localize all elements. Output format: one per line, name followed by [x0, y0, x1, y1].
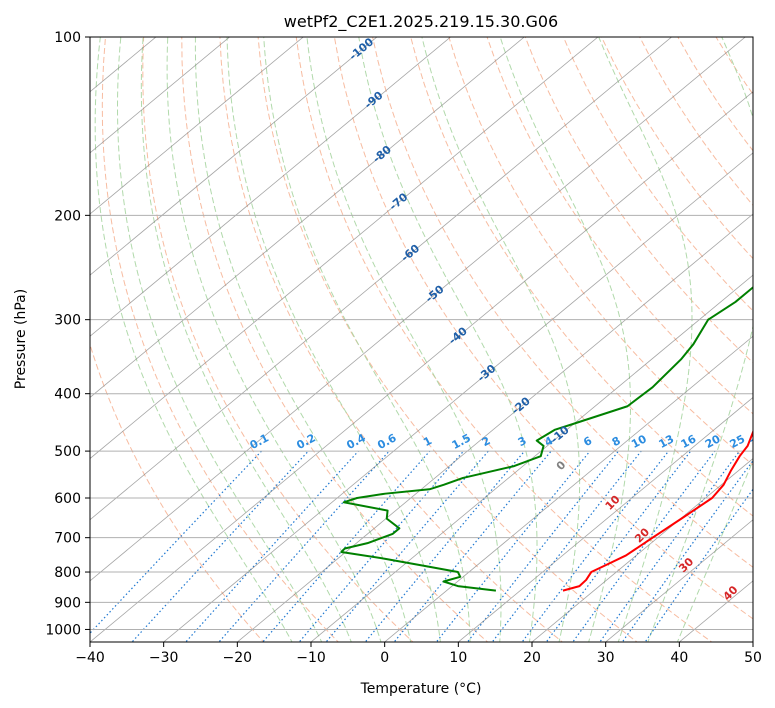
y-tick-label: 1000 [45, 622, 81, 638]
y-tick-label: 300 [54, 313, 81, 329]
x-tick-label: −20 [223, 650, 253, 666]
mixing-ratio-label: 25 [728, 432, 748, 451]
y-tick-label: 100 [54, 30, 81, 46]
isotherm-line [457, 396, 753, 642]
mixing-ratio-line [218, 450, 390, 642]
dry-adiabat-line [448, 37, 753, 466]
x-tick-label: 20 [523, 650, 541, 666]
moist-adiabat-line [306, 37, 502, 642]
x-axis: −40 −30 −20 −10 0 10 20 30 40 50 [75, 642, 762, 666]
isotherms [90, 37, 753, 642]
moist-adiabat-line [226, 37, 441, 642]
y-axis-title: Pressure (hPa) [13, 289, 29, 389]
y-tick-label: 200 [54, 208, 81, 224]
moist-adiabat-line [647, 37, 753, 642]
isotherm-line [236, 213, 753, 642]
mixing-ratio-line [545, 450, 692, 642]
x-tick-label: 50 [744, 650, 762, 666]
y-tick-label: 800 [54, 565, 81, 581]
mixing-ratio-line [393, 450, 552, 642]
moist-adiabat-line [598, 37, 693, 642]
x-tick-label: −40 [75, 650, 105, 666]
mixing-ratio-line [466, 450, 620, 642]
dry-adiabat-line [372, 37, 753, 568]
x-tick-label: 30 [597, 650, 615, 666]
y-tick-label: 700 [54, 531, 81, 547]
mixing-ratio-line [599, 450, 741, 642]
mixing-ratio-line [491, 450, 642, 642]
mixing-ratio-label: 20 [703, 432, 723, 451]
y-tick-label: 900 [54, 595, 81, 611]
isotherm-line [90, 37, 378, 276]
isotherm-line [605, 519, 753, 642]
dewpoint-profile-line [340, 286, 753, 592]
dry-adiabat-line [562, 37, 753, 312]
x-axis-title: Temperature (°C) [360, 681, 482, 697]
isotherm-line [90, 37, 452, 337]
isotherm-line [90, 37, 673, 521]
isotherm-line [90, 37, 304, 215]
isotherm-line [531, 458, 753, 642]
y-tick-label: 500 [54, 444, 81, 460]
mixing-ratio-line [644, 488, 753, 642]
moist-adiabat-line [421, 37, 581, 642]
mixing-ratio-label: 10 [629, 432, 649, 451]
plot-frame [89, 36, 754, 643]
dry-adiabat-line [181, 37, 489, 642]
chart-title: wetPf2_C2E1.2025.219.15.30.G06 [284, 12, 558, 32]
mixing-ratio-line [621, 459, 753, 642]
y-axis: 100 200 300 400 500 600 700 800 900 1000 [45, 30, 90, 638]
temperature-profile-line [562, 429, 753, 592]
mixing-ratio-line [435, 450, 591, 642]
isotherm-line [90, 37, 746, 582]
mixing-ratio-line [131, 450, 309, 642]
moist-adiabat-line [166, 37, 382, 642]
mixing-ratio-line [298, 450, 465, 642]
x-tick-label: 10 [449, 650, 467, 666]
mixing-ratio-label: 16 [679, 432, 699, 451]
x-tick-label: −30 [149, 650, 179, 666]
y-tick-label: 600 [54, 491, 81, 507]
plot-area: -100-90-80-70-60-50-40-30-20-100.1 0.2 0.4… [90, 37, 768, 642]
x-tick-label: 40 [670, 650, 688, 666]
mixing-ratio-line [184, 450, 359, 642]
isotherm-line [90, 91, 753, 642]
mixing-ratio-label: 30 [748, 432, 768, 451]
isotherm-line [90, 37, 231, 154]
sounding-profiles [340, 286, 753, 592]
y-tick-label: 400 [54, 387, 81, 403]
x-tick-label: −10 [296, 650, 326, 666]
isotherm-line [310, 274, 753, 642]
mixing-ratio-label: 13 [657, 432, 677, 451]
x-tick-label: 0 [380, 650, 389, 666]
isotherm-line [90, 37, 599, 460]
isotherm-line [163, 152, 753, 642]
isotherm-line [90, 37, 525, 398]
isotherm-line [384, 335, 753, 642]
mixing-ratio-line [90, 450, 262, 635]
mixing-ratio-line [572, 450, 716, 642]
